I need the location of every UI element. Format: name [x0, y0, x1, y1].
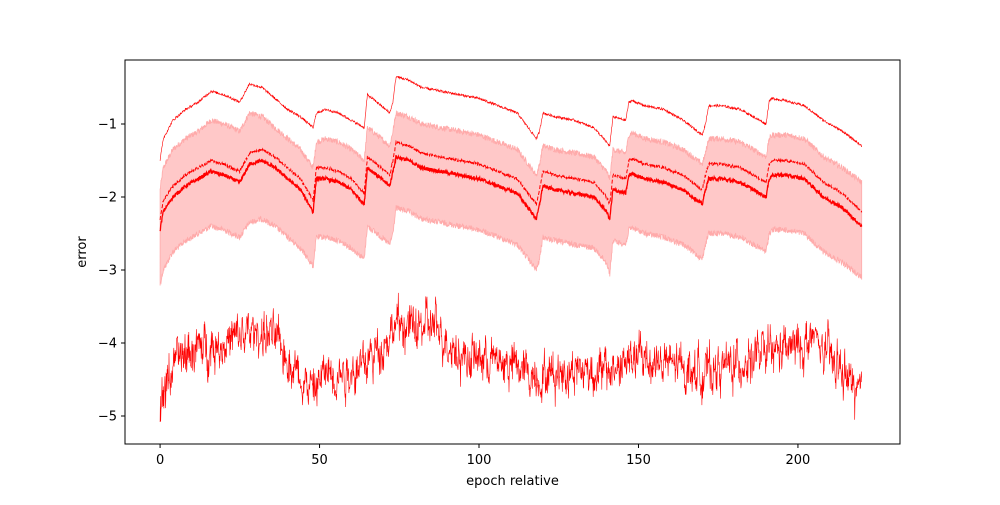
plot-area: [159, 76, 863, 423]
series-line-noisy: [159, 292, 862, 423]
series-line-dashed: [159, 139, 863, 221]
x-axis-label: epoch relative: [466, 474, 559, 489]
y-tick-label: −2: [98, 191, 117, 206]
x-axis: 0 50 100 150 200: [156, 444, 810, 468]
std-band: [159, 110, 863, 286]
x-tick-label: 200: [786, 453, 811, 468]
y-axis-label: error: [75, 236, 90, 268]
y-tick-label: −5: [98, 410, 117, 425]
x-tick-label: 150: [626, 453, 651, 468]
y-tick-label: −3: [98, 264, 117, 279]
plot-frame: [124, 59, 901, 445]
x-tick-label: 50: [311, 453, 328, 468]
y-tick-label: −4: [98, 337, 117, 352]
y-tick-label: −1: [98, 118, 117, 133]
series-line-thin: [159, 76, 862, 161]
series-line-solid: [159, 154, 863, 232]
y-axis: −1 −2 −3 −4 −5: [98, 118, 125, 425]
x-tick-label: 0: [156, 453, 164, 468]
x-tick-label: 100: [467, 453, 492, 468]
